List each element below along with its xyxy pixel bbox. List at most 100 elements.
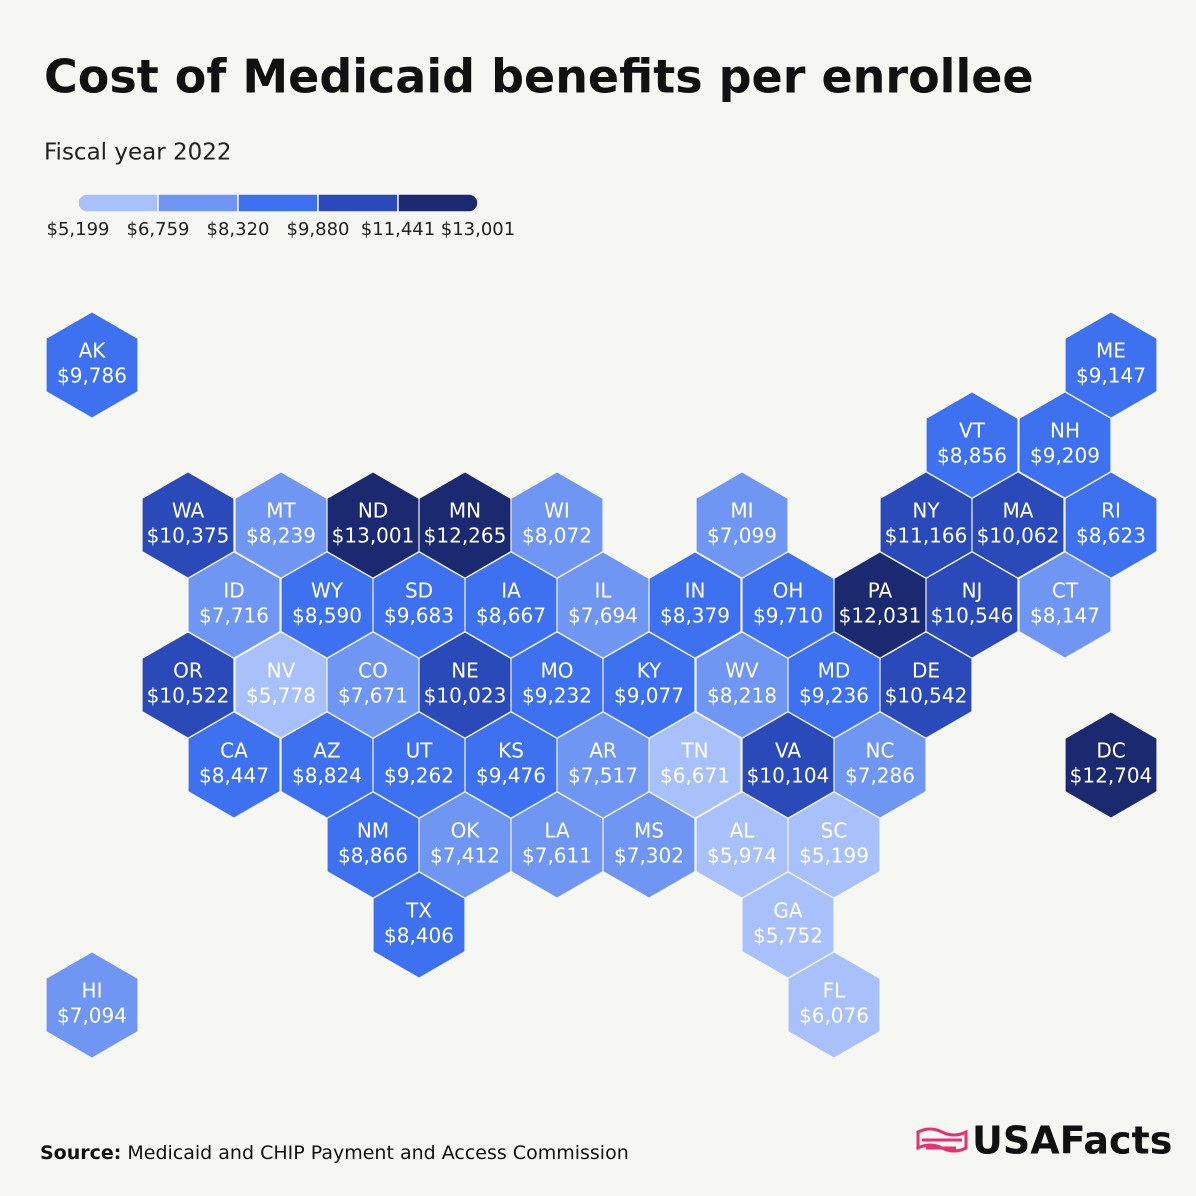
state-value: $7,412 <box>430 844 500 868</box>
state-hex <box>372 871 466 979</box>
legend-tick-label: $13,001 <box>441 219 515 240</box>
state-value: $8,866 <box>338 844 408 868</box>
legend-tick-label: $8,320 <box>207 219 270 240</box>
state-hex <box>45 951 139 1059</box>
state-hex <box>787 951 881 1059</box>
state-label: NH <box>1050 419 1080 443</box>
state-label: ND <box>358 499 388 523</box>
state-label: NJ <box>962 579 983 603</box>
state-label: WA <box>172 499 205 523</box>
state-value: $9,710 <box>753 604 823 628</box>
state-label: AR <box>589 739 617 763</box>
state-value: $8,218 <box>707 684 777 708</box>
state-hex <box>45 311 139 419</box>
legend-tick-label: $5,199 <box>47 219 110 240</box>
legend-swatch <box>157 193 239 213</box>
state-value: $8,406 <box>384 924 454 948</box>
state-label: NM <box>357 819 389 843</box>
state-label: ME <box>1096 339 1126 363</box>
state-label: AL <box>730 819 756 843</box>
state-label: FL <box>823 979 847 1003</box>
state-label: NE <box>451 659 479 683</box>
state-label: VA <box>775 739 801 763</box>
state-value: $7,302 <box>614 844 684 868</box>
subtitle: Fiscal year 2022 <box>44 140 232 166</box>
state-label: MA <box>1003 499 1034 523</box>
state-label: HI <box>82 979 103 1003</box>
state-value: $7,094 <box>57 1004 127 1028</box>
state-label: SC <box>821 819 848 843</box>
state-value: $8,590 <box>292 604 362 628</box>
state-value: $10,522 <box>147 684 230 708</box>
state-label: OR <box>173 659 203 683</box>
state-label: MT <box>266 499 296 523</box>
state-label: IA <box>501 579 521 603</box>
state-value: $9,077 <box>614 684 684 708</box>
state-value: $9,262 <box>384 764 454 788</box>
state-value: $5,752 <box>753 924 823 948</box>
state-label: NY <box>912 499 940 523</box>
source-text: Medicaid and CHIP Payment and Access Com… <box>127 1142 628 1164</box>
state-label: TX <box>405 899 432 923</box>
state-value: $8,379 <box>660 604 730 628</box>
legend-swatch <box>317 193 399 213</box>
state-value: $8,447 <box>199 764 269 788</box>
state-value: $8,824 <box>292 764 362 788</box>
state-label: UT <box>406 739 434 763</box>
source: Source: Medicaid and CHIP Payment and Acc… <box>40 1142 629 1164</box>
state-value: $7,099 <box>707 524 777 548</box>
state-value: $11,166 <box>885 524 968 548</box>
state-value: $7,517 <box>568 764 638 788</box>
state-label: WY <box>311 579 344 603</box>
state-value: $7,671 <box>338 684 408 708</box>
state-label: OH <box>773 579 804 603</box>
state-value: $9,147 <box>1076 364 1146 388</box>
state-value: $6,076 <box>799 1004 869 1028</box>
state-label: NV <box>267 659 296 683</box>
state-label: VT <box>959 419 986 443</box>
state-value: $8,856 <box>937 444 1007 468</box>
state-value: $9,209 <box>1030 444 1100 468</box>
state-value: $9,232 <box>522 684 592 708</box>
state-label: WI <box>544 499 570 523</box>
state-label: AZ <box>313 739 340 763</box>
state-value: $6,671 <box>660 764 730 788</box>
state-label: MN <box>449 499 481 523</box>
hex-map: AK$9,786 ME$9,147 VT$8,856 NH$9,209 WA$10,37… <box>45 311 1158 1059</box>
state-value: $8,147 <box>1030 604 1100 628</box>
state-value: $5,778 <box>246 684 316 708</box>
state-label: ID <box>223 579 244 603</box>
state-value: $10,375 <box>147 524 230 548</box>
state-label: DE <box>912 659 940 683</box>
state-label: DC <box>1096 739 1125 763</box>
state-value: $9,683 <box>384 604 454 628</box>
state-value: $7,694 <box>568 604 638 628</box>
state-label: MO <box>541 659 574 683</box>
state-hex <box>1064 711 1158 819</box>
legend-tick-label: $11,441 <box>361 219 435 240</box>
state-value: $10,023 <box>424 684 507 708</box>
logo: USAFacts <box>972 1119 1172 1163</box>
state-value: $9,236 <box>799 684 869 708</box>
state-value: $5,974 <box>707 844 777 868</box>
state-value: $12,265 <box>424 524 507 548</box>
state-value: $12,704 <box>1070 764 1153 788</box>
legend-swatch <box>77 193 159 213</box>
state-value: $7,716 <box>199 604 269 628</box>
state-value: $13,001 <box>332 524 415 548</box>
state-label: CA <box>220 739 248 763</box>
state-hex <box>1018 551 1112 659</box>
state-label: AK <box>79 339 107 363</box>
state-label: IL <box>594 579 612 603</box>
state-label: MI <box>730 499 753 523</box>
legend: $5,199 $6,759 $8,320 $9,880 $11,441 $13,001 <box>47 193 515 240</box>
state-hex <box>187 711 281 819</box>
state-value: $10,062 <box>977 524 1060 548</box>
source-label: Source: <box>40 1142 121 1164</box>
state-value: $10,104 <box>747 764 830 788</box>
state-value: $9,476 <box>476 764 546 788</box>
state-label: KY <box>637 659 662 683</box>
legend-tick-label: $9,880 <box>287 219 350 240</box>
legend-swatch <box>397 193 479 213</box>
